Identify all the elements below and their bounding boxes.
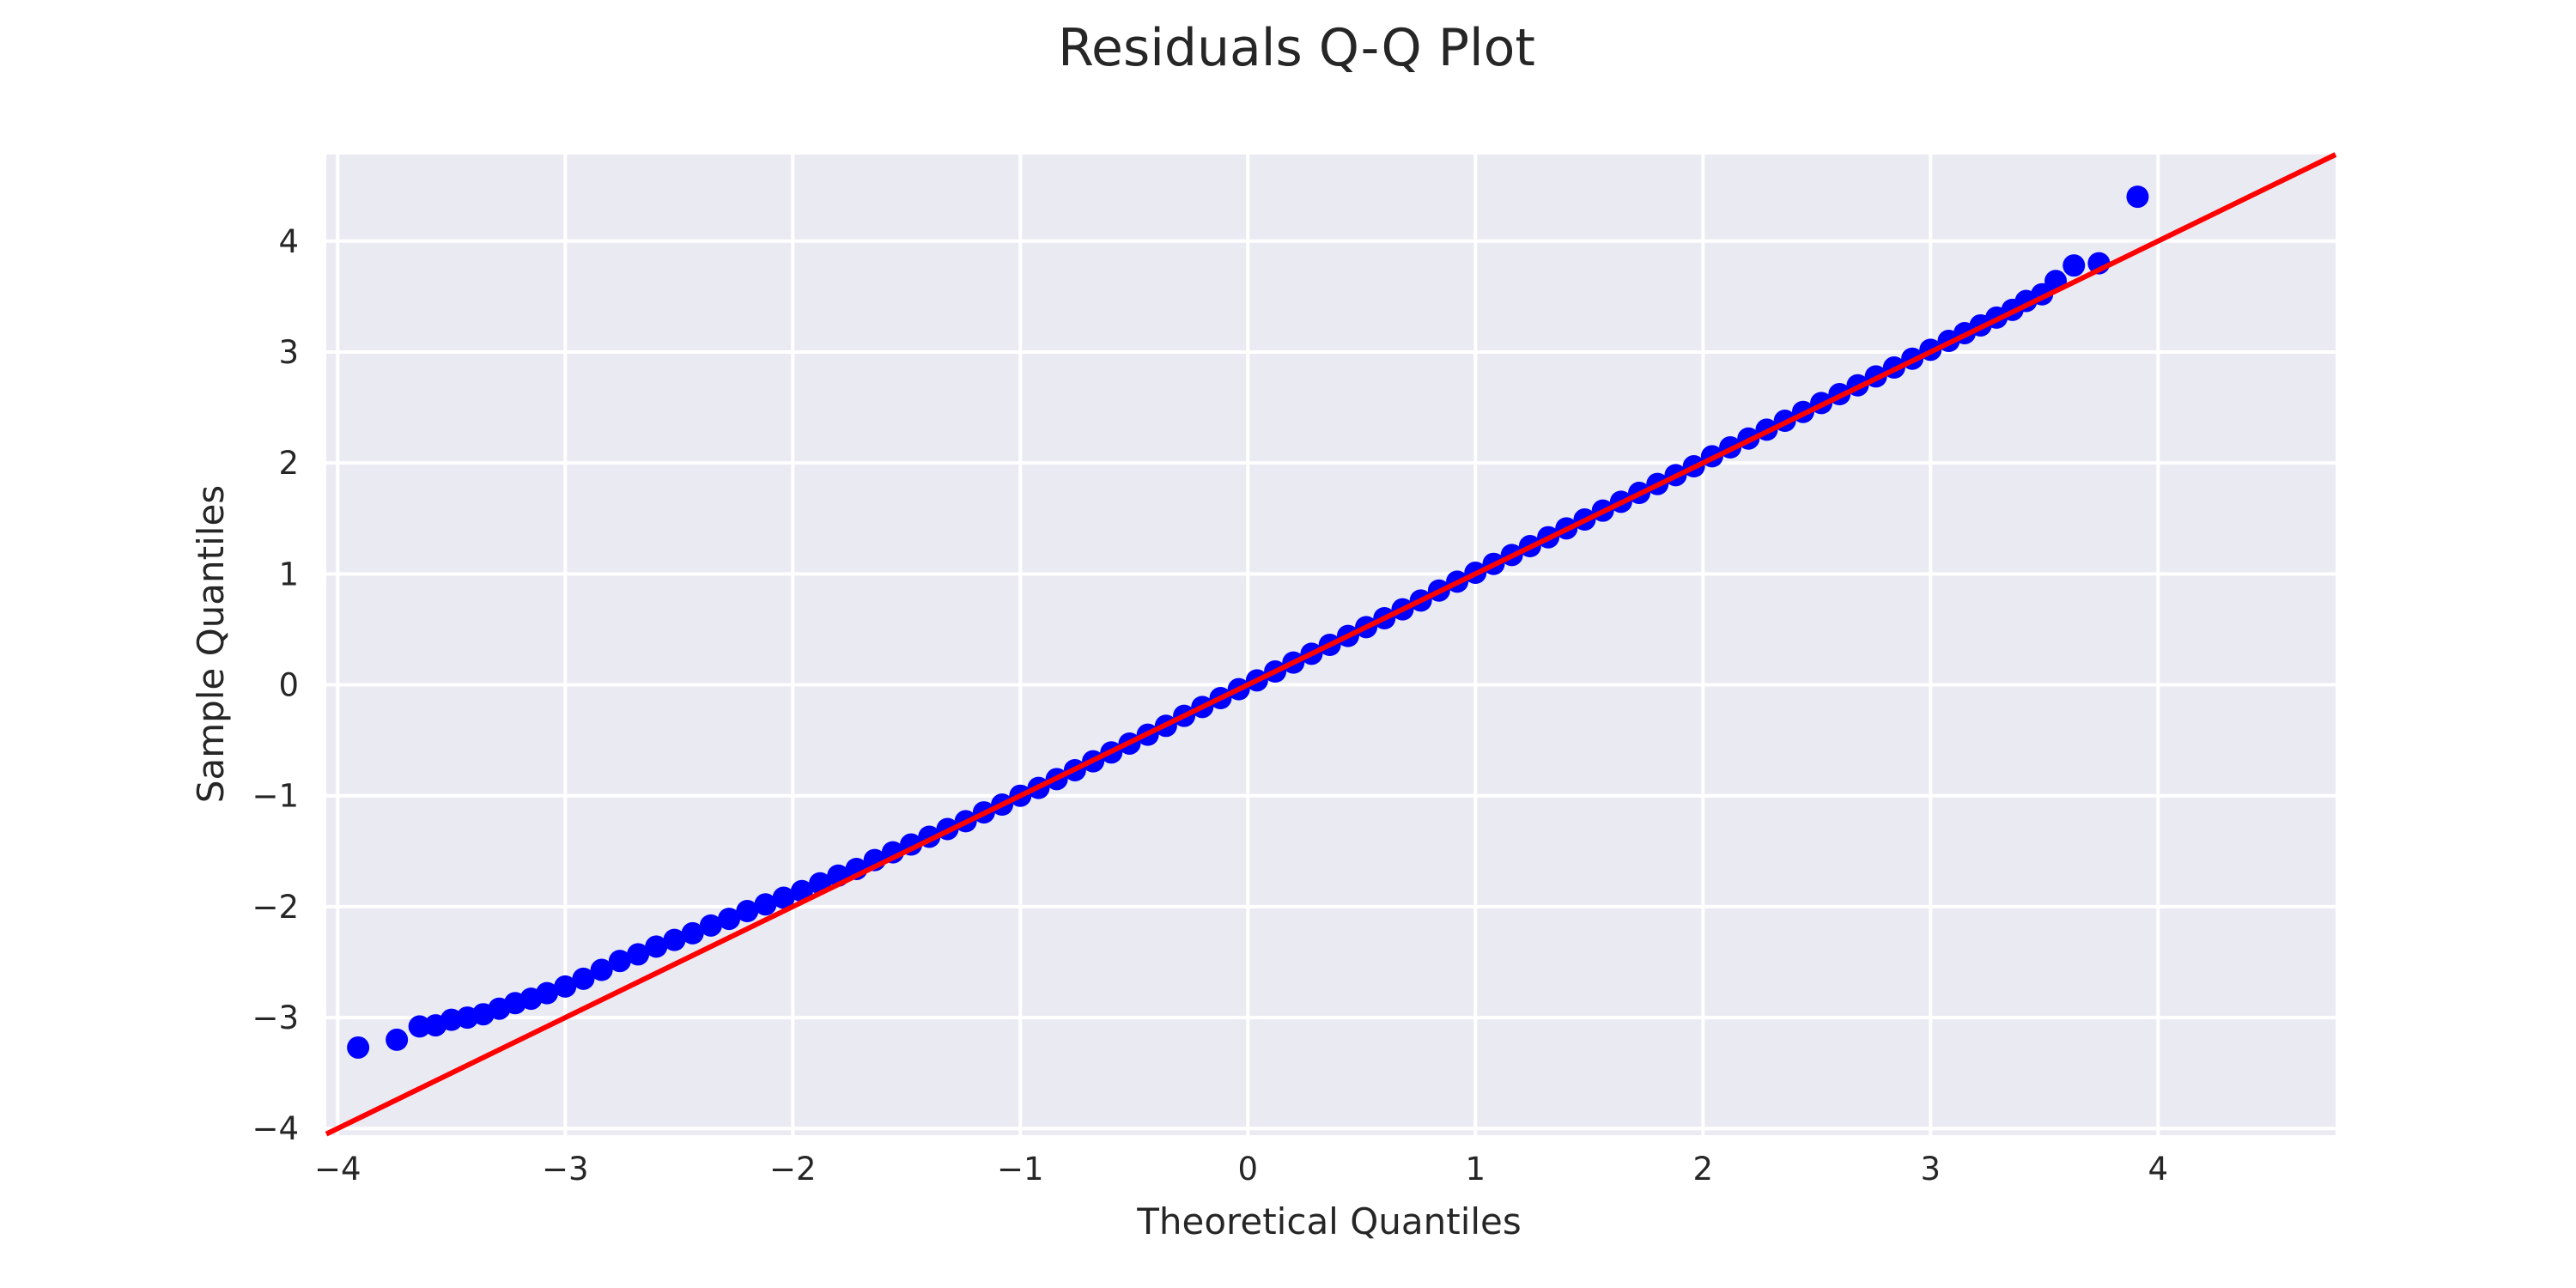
sample-point — [554, 975, 577, 998]
x-tick-label: −3 — [542, 1151, 589, 1188]
y-axis-label: Sample Quantiles — [190, 485, 232, 803]
y-tick-label: 0 — [278, 667, 299, 704]
y-tick-label: 4 — [278, 223, 299, 260]
chart-title: Residuals Q-Q Plot — [1058, 18, 1535, 78]
y-tick-label: −2 — [252, 889, 299, 926]
sample-point — [627, 943, 650, 966]
sample-point — [536, 981, 559, 1005]
sample-point — [754, 893, 777, 916]
x-tick-label: −1 — [997, 1151, 1044, 1188]
y-tick-label: 2 — [278, 445, 299, 482]
y-tick-label: 3 — [278, 334, 299, 371]
x-tick-label: 2 — [1693, 1151, 1714, 1188]
x-tick-label: −2 — [769, 1151, 817, 1188]
x-axis-label: Theoretical Quantiles — [1136, 1200, 1522, 1242]
reference-line — [325, 152, 2337, 1137]
sample-point — [2126, 185, 2149, 209]
sample-point — [718, 908, 741, 931]
sample-point — [699, 914, 722, 937]
y-gridlines — [326, 239, 2336, 1131]
sample-point — [772, 886, 795, 909]
x-tick-label: 0 — [1237, 1151, 1258, 1188]
sample-point — [590, 958, 613, 981]
sample-point — [386, 1028, 409, 1051]
x-tick-label: 3 — [1921, 1151, 1941, 1188]
x-tick-label: 1 — [1466, 1151, 1486, 1188]
y-tick-label: 1 — [278, 556, 299, 592]
sample-point — [663, 928, 686, 951]
x-tick-labels: −4 −3 −2 −1 0 1 2 3 4 — [314, 1151, 2168, 1188]
sample-point — [608, 950, 631, 973]
y-tick-label: −4 — [252, 1110, 299, 1147]
sample-point — [681, 921, 704, 945]
y-tick-label: −1 — [252, 778, 299, 815]
sample-point — [645, 935, 668, 958]
y-tick-labels: −4 −3 −2 −1 0 1 2 3 4 — [252, 223, 299, 1147]
x-gridlines — [336, 155, 2160, 1135]
sample-point — [2063, 254, 2086, 277]
sample-point — [572, 967, 595, 990]
sample-point — [408, 1015, 431, 1038]
sample-point — [736, 900, 759, 923]
x-tick-label: −4 — [314, 1151, 361, 1188]
y-tick-label: −3 — [252, 999, 299, 1036]
x-tick-label: 4 — [2148, 1151, 2169, 1188]
sample-point — [347, 1036, 370, 1059]
